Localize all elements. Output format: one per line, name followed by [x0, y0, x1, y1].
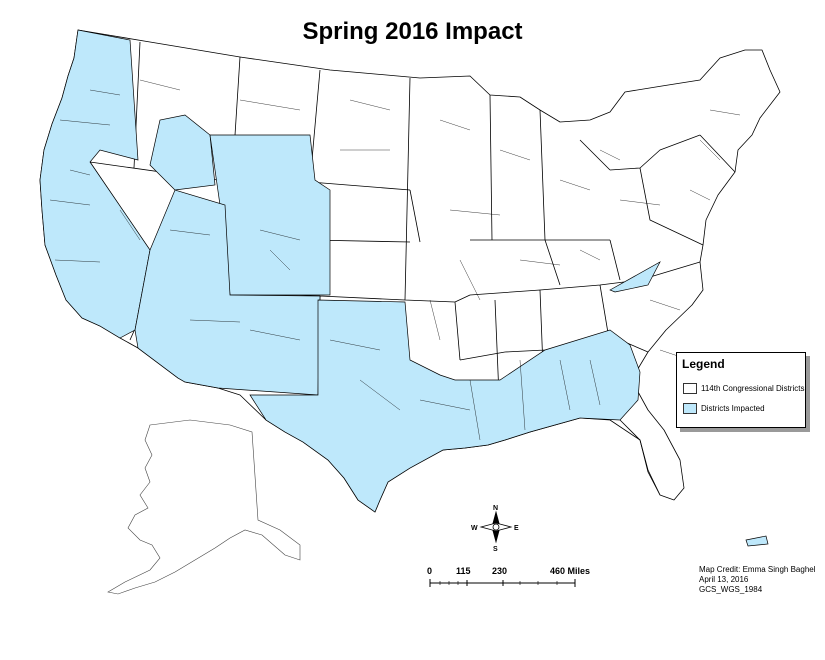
- map-legend: Legend 114th Congressional Districts Dis…: [676, 352, 806, 428]
- scale-label-460: 460 Miles: [550, 566, 591, 576]
- scale-label-0: 0: [427, 566, 433, 576]
- impacted-southwest: [134, 189, 321, 396]
- legend-swatch-districts: [683, 383, 697, 394]
- impacted-districts: [39, 29, 769, 547]
- compass-w: W: [471, 525, 478, 532]
- legend-row-districts: 114th Congressional Districts: [683, 383, 804, 394]
- legend-swatch-impacted: [683, 403, 697, 414]
- compass-e: E: [514, 525, 519, 532]
- credit-date: April 13, 2016: [699, 575, 749, 584]
- credit-projection: GCS_WGS_1984: [699, 585, 763, 594]
- legend-label-districts: 114th Congressional Districts: [701, 384, 805, 393]
- impacted-idaho: [149, 114, 216, 191]
- legend-title: Legend: [682, 357, 725, 371]
- scale-label-230: 230: [492, 566, 508, 576]
- compass-s: S: [493, 546, 498, 553]
- scale-label-115: 115: [456, 566, 471, 576]
- alaska-outline: [107, 419, 301, 595]
- map-title: Spring 2016 Impact: [302, 18, 523, 45]
- legend-row-impacted: Districts Impacted: [683, 403, 765, 414]
- map-credit: Map Credit: Emma Singh Baghel April 13, …: [699, 565, 816, 595]
- impacted-oklahoma-texas: [249, 299, 641, 513]
- compass-n: N: [493, 505, 498, 512]
- impacted-puerto-rico: [745, 535, 769, 547]
- impacted-virginia: [609, 261, 661, 293]
- compass-rose: [479, 510, 513, 544]
- impacted-west-coast: [39, 29, 151, 339]
- credit-author: Map Credit: Emma Singh Baghel: [699, 565, 816, 574]
- legend-label-impacted: Districts Impacted: [701, 404, 765, 413]
- scale-bar: [429, 579, 576, 587]
